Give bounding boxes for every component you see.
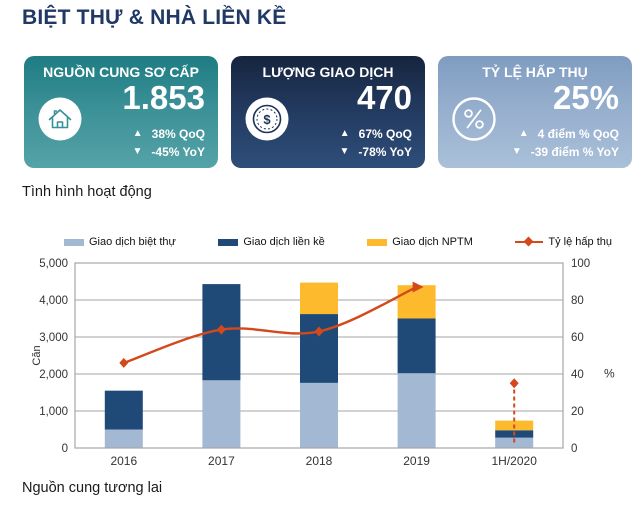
section-future-supply-label: Nguồn cung tương lai bbox=[22, 480, 163, 496]
legend-swatch-lien-ke bbox=[218, 238, 239, 246]
up-arrow-icon: ▲ bbox=[132, 128, 143, 139]
kpi-deltas: ▲ 67% QoQ ▼ -78% YoY bbox=[340, 126, 412, 160]
y-axis-right-title: % bbox=[604, 367, 615, 381]
kpi-title: NGUỒN CUNG SƠ CẤP bbox=[43, 64, 199, 80]
kpi-value: 25% bbox=[552, 79, 619, 116]
legend-swatch-nptm bbox=[367, 238, 388, 246]
x-axis-tick: 2016 bbox=[110, 454, 137, 468]
coin-icon: $ bbox=[244, 96, 290, 142]
kpi-cards-row: NGUỒN CUNG SƠ CẤP 1.853 ▲ 38% QoQ ▼ -45% Y… bbox=[24, 56, 632, 168]
kpi-qoq: 67% QoQ bbox=[358, 127, 412, 141]
bar-segment bbox=[104, 390, 143, 430]
kpi-qoq: 38% QoQ bbox=[151, 127, 205, 141]
kpi-yoy: -45% YoY bbox=[151, 145, 205, 159]
line-marker bbox=[216, 324, 226, 335]
kpi-card-primary-supply: NGUỒN CUNG SƠ CẤP 1.853 ▲ 38% QoQ ▼ -45% Y… bbox=[24, 56, 218, 168]
y-axis-left-tick: 5,000 bbox=[39, 258, 68, 270]
x-axis-tick: 2017 bbox=[208, 454, 235, 468]
legend-item-biet-thu: Giao dịch biệt thự bbox=[64, 236, 176, 248]
up-arrow-icon: ▲ bbox=[518, 128, 529, 139]
kpi-title: TỶ LỆ HẤP THỤ bbox=[482, 64, 588, 80]
kpi-value: 1.853 bbox=[122, 79, 205, 116]
y-axis-right-tick: 100 bbox=[571, 258, 590, 270]
y-axis-right-tick: 60 bbox=[571, 332, 584, 344]
chart-legend: Giao dịch biệt thự Giao dịch liền kề Gia… bbox=[64, 236, 612, 248]
bar-segment bbox=[202, 380, 241, 448]
y-axis-left-tick: 1,000 bbox=[39, 406, 68, 418]
page-title: BIỆT THỰ & NHÀ LIỀN KỀ bbox=[22, 6, 287, 29]
line-marker bbox=[314, 326, 324, 337]
kpi-yoy: -39 điểm % YoY bbox=[530, 145, 619, 159]
y-axis-right-tick: 20 bbox=[571, 406, 584, 418]
bar-segment bbox=[397, 318, 436, 374]
bar-segment bbox=[300, 282, 338, 315]
bar-segment bbox=[495, 437, 534, 448]
down-arrow-icon: ▼ bbox=[132, 146, 143, 157]
line-arrowhead bbox=[412, 281, 424, 293]
kpi-value: 470 bbox=[356, 79, 412, 116]
kpi-deltas: ▲ 38% QoQ ▼ -45% YoY bbox=[133, 126, 205, 160]
plot-border bbox=[74, 262, 564, 449]
x-axis-tick: 2018 bbox=[306, 454, 333, 468]
y-axis-left-title: Căn bbox=[31, 345, 43, 365]
absorption-line bbox=[123, 285, 418, 365]
activity-chart: 0 1,000 2,000 3,000 4,000 5,000 0 20 40 60 80 100 20… bbox=[31, 258, 615, 468]
svg-text:$: $ bbox=[263, 112, 271, 127]
legend-line-marker-icon bbox=[515, 236, 544, 247]
kpi-card-absorption: TỶ LỆ HẤP THỤ 25% ▲ 4 điểm % QoQ ▼ -39 điể… bbox=[438, 56, 632, 168]
y-axis-left-tick: 4,000 bbox=[39, 295, 68, 307]
bar-segment bbox=[397, 373, 436, 448]
x-axis-tick: 1H/2020 bbox=[492, 454, 538, 468]
legend-label: Giao dịch biệt thự bbox=[89, 236, 176, 248]
bar-segment bbox=[300, 382, 338, 448]
percent-icon bbox=[451, 96, 497, 142]
kpi-yoy: -78% YoY bbox=[358, 145, 412, 159]
y-axis-left-tick: 2,000 bbox=[39, 369, 68, 381]
bar-segment bbox=[300, 314, 338, 383]
down-arrow-icon: ▼ bbox=[339, 146, 350, 157]
line-marker bbox=[509, 378, 519, 389]
y-axis-left-tick: 0 bbox=[62, 443, 68, 455]
kpi-deltas: ▲ 4 điểm % QoQ ▼ -39 điểm % YoY bbox=[512, 126, 619, 160]
legend-item-ty-le-hap-thu: Tỷ lệ hấp thụ bbox=[515, 236, 612, 248]
y-axis-right-tick: 0 bbox=[571, 443, 577, 455]
legend-label: Giao dịch NPTM bbox=[392, 236, 473, 248]
y-axis-left-tick: 3,000 bbox=[39, 332, 68, 344]
home-icon bbox=[37, 96, 83, 142]
y-axis-right-tick: 80 bbox=[571, 295, 584, 307]
legend-label: Giao dịch liền kề bbox=[243, 236, 325, 248]
legend-label: Tỷ lệ hấp thụ bbox=[548, 236, 612, 248]
bar-segment bbox=[397, 285, 436, 319]
y-axis-right-tick: 40 bbox=[571, 369, 584, 381]
kpi-qoq: 4 điểm % QoQ bbox=[537, 127, 619, 141]
kpi-title: LƯỢNG GIAO DỊCH bbox=[262, 64, 394, 80]
line-marker bbox=[119, 357, 129, 368]
x-axis-tick: 2019 bbox=[403, 454, 430, 468]
kpi-card-transactions: LƯỢNG GIAO DỊCH $ 470 ▲ 67% QoQ ▼ -78% YoY bbox=[231, 56, 425, 168]
down-arrow-icon: ▼ bbox=[511, 146, 522, 157]
section-activity-label: Tình hình hoạt động bbox=[22, 184, 152, 200]
legend-item-lien-ke: Giao dịch liền kề bbox=[218, 236, 325, 248]
legend-swatch-biet-thu bbox=[64, 238, 84, 246]
legend-item-nptm: Giao dịch NPTM bbox=[367, 236, 473, 248]
bar-segment bbox=[104, 429, 143, 448]
up-arrow-icon: ▲ bbox=[339, 128, 350, 139]
